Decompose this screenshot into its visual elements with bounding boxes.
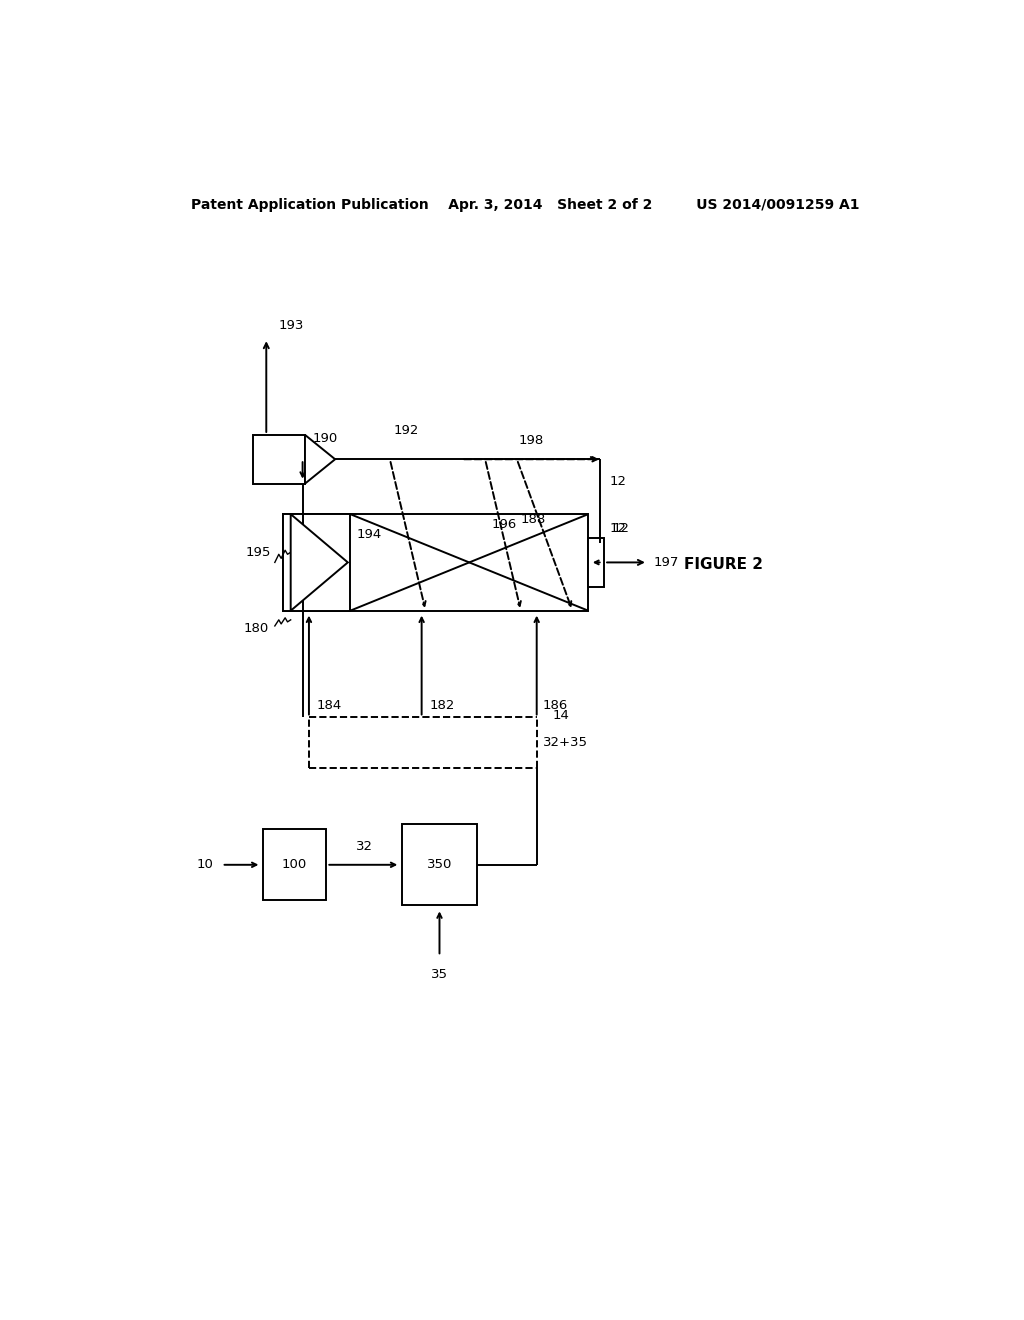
Text: 194: 194 <box>356 528 382 541</box>
Text: 35: 35 <box>431 969 447 982</box>
Text: 14: 14 <box>553 709 569 722</box>
Text: 186: 186 <box>543 698 568 711</box>
Text: Patent Application Publication    Apr. 3, 2014   Sheet 2 of 2         US 2014/00: Patent Application Publication Apr. 3, 2… <box>190 198 859 213</box>
Text: 10: 10 <box>197 858 214 871</box>
Text: 12: 12 <box>612 523 629 535</box>
Text: 32+35: 32+35 <box>543 737 588 750</box>
Text: 350: 350 <box>427 858 453 871</box>
Text: 182: 182 <box>430 698 455 711</box>
Text: 196: 196 <box>492 519 517 532</box>
Text: 190: 190 <box>313 433 338 445</box>
Text: 192: 192 <box>394 424 419 437</box>
Text: 12: 12 <box>609 523 627 535</box>
Bar <box>253 434 305 483</box>
Text: 195: 195 <box>246 546 270 560</box>
Text: 100: 100 <box>282 858 307 871</box>
Text: 32: 32 <box>355 840 373 853</box>
Text: 12: 12 <box>609 475 627 488</box>
Bar <box>283 515 350 611</box>
Polygon shape <box>291 515 348 611</box>
Bar <box>401 824 477 906</box>
Bar <box>283 515 588 611</box>
Text: 188: 188 <box>521 513 546 527</box>
Bar <box>263 829 327 900</box>
Text: 197: 197 <box>653 556 679 569</box>
Text: 184: 184 <box>316 698 342 711</box>
Text: FIGURE 2: FIGURE 2 <box>684 557 763 573</box>
Text: 198: 198 <box>518 434 544 447</box>
Text: 180: 180 <box>244 623 268 635</box>
Text: 193: 193 <box>279 318 303 331</box>
Polygon shape <box>305 434 335 483</box>
Bar <box>588 539 604 586</box>
